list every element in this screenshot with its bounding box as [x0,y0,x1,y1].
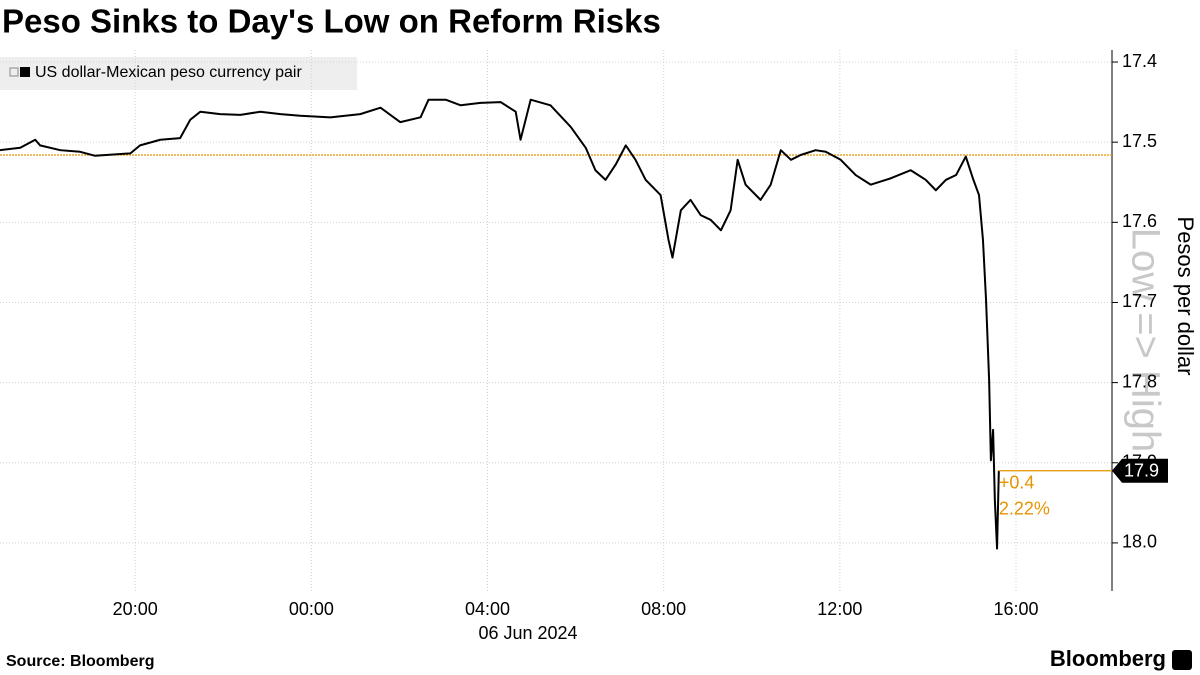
y-tick-label: 17.5 [1122,131,1157,151]
x-tick-label: 20:00 [113,599,158,619]
price-line [0,98,1000,550]
y-tick-label: 17.8 [1122,371,1157,391]
chart-title: Peso Sinks to Day's Low on Reform Risks [2,3,661,40]
y-tick-label: 18.0 [1122,532,1157,552]
watermark: Low => High [1123,228,1167,453]
y-tick-label: 17.6 [1122,211,1157,231]
y-axis-label: Pesos per dollar [1173,217,1198,376]
brand-icon [1172,650,1192,670]
last-value-tag [1112,458,1168,483]
change-label: +0.4 [999,473,1035,493]
change-label: 2.22% [999,499,1050,519]
legend-icon [9,67,19,77]
x-tick-label: 12:00 [817,599,862,619]
date-label: 06 Jun 2024 [478,623,577,643]
x-tick-label: 00:00 [289,599,334,619]
source: Source: Bloomberg [6,653,154,670]
last-value-label: 17.9 [1124,461,1159,481]
y-tick-label: 17.4 [1122,51,1157,71]
legend-swatch [20,67,30,77]
legend-label: US dollar-Mexican peso currency pair [35,64,302,81]
x-tick-label: 08:00 [641,599,686,619]
x-tick-label: 16:00 [993,599,1038,619]
y-tick-label: 17.7 [1122,291,1157,311]
brand: Bloomberg [1050,646,1166,671]
x-tick-label: 04:00 [465,599,510,619]
